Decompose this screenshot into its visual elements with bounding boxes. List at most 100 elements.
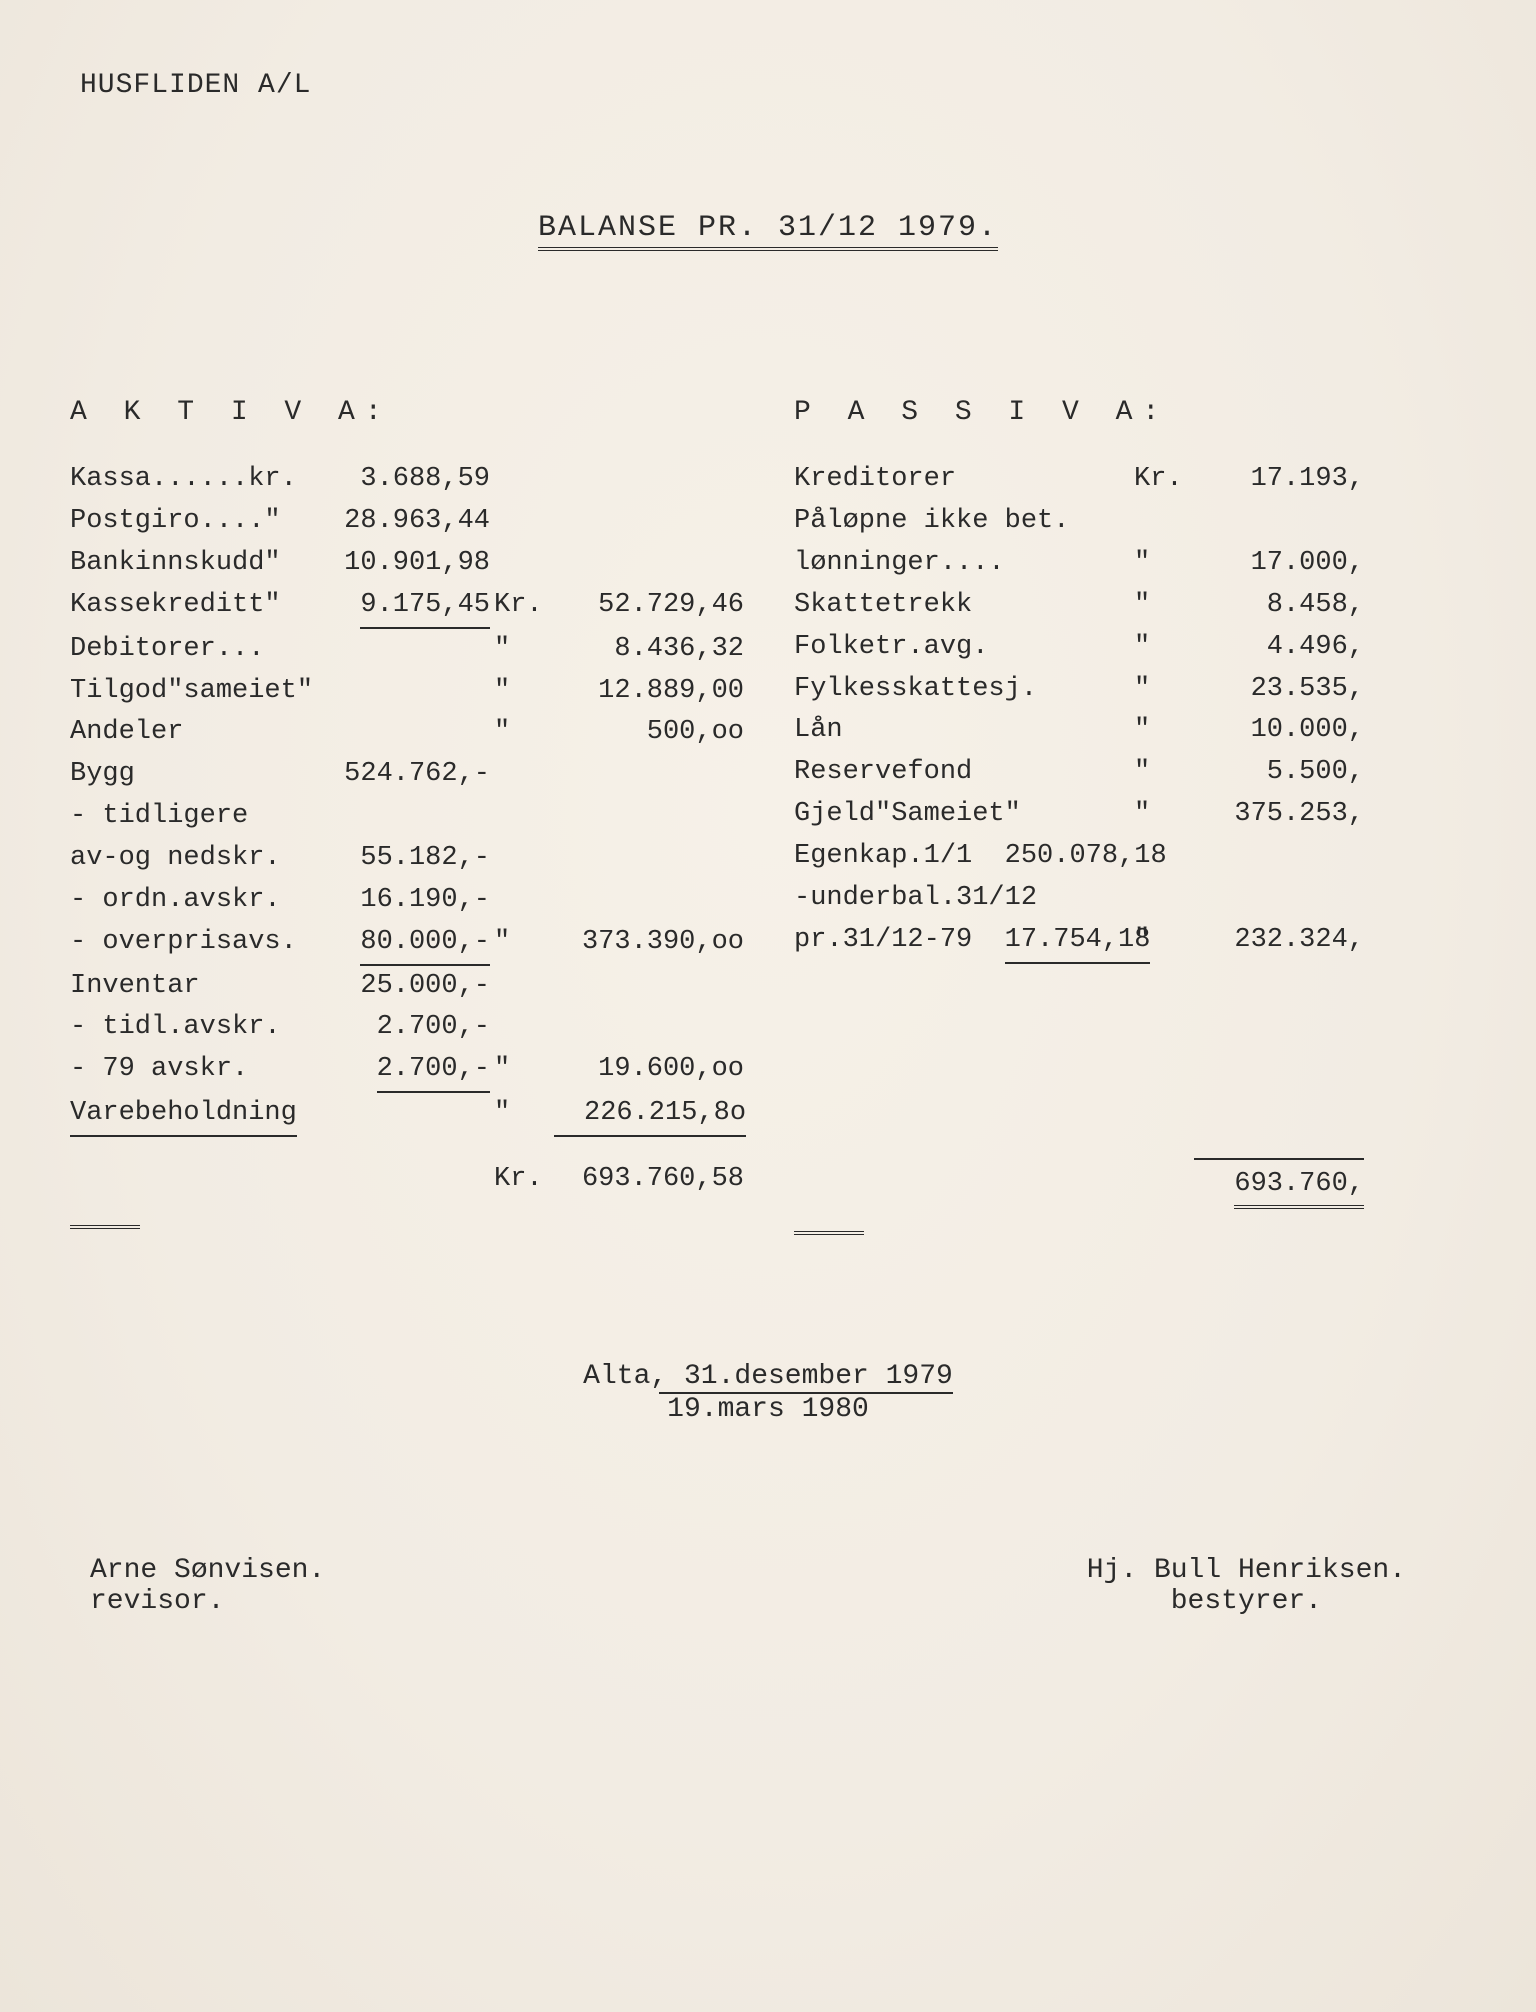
currency: ": [490, 671, 554, 713]
label: Lån: [794, 710, 1134, 752]
subvalue: 28.963,44: [330, 501, 490, 543]
currency: ": [1134, 710, 1194, 752]
place: Alta,: [583, 1361, 667, 1392]
label: Tilgod"sameiet": [70, 671, 330, 713]
passiva-row: -underbal.31/12: [794, 878, 1466, 920]
label: Fylkesskattesj.: [794, 669, 1134, 711]
signer-role: bestyrer.: [1087, 1586, 1406, 1617]
value: 5.500,: [1194, 752, 1364, 794]
passiva-row: Skattetrekk " 8.458,: [794, 585, 1466, 627]
value: 23.535,: [1194, 669, 1364, 711]
aktiva-row: Andeler " 500,oo: [70, 712, 744, 754]
footer-date: Alta, 31.desember 1979 19.mars 1980: [70, 1361, 1466, 1425]
date-line-1: 31.desember 1979: [684, 1361, 953, 1394]
total-value: 693.760,: [1234, 1160, 1364, 1210]
subvalue: 10.901,98: [330, 543, 490, 585]
currency: ": [490, 1093, 554, 1137]
subvalue: 16.190,-: [330, 880, 490, 922]
date-line-2: 19.mars 1980: [659, 1392, 877, 1425]
aktiva-row: - tidligere: [70, 796, 744, 838]
aktiva-row: Kassekreditt" 9.175,45 Kr. 52.729,46: [70, 585, 744, 629]
subvalue: 2.700,-: [377, 1049, 490, 1093]
aktiva-row: Tilgod"sameiet" " 12.889,00: [70, 671, 744, 713]
signature-right: Hj. Bull Henriksen. bestyrer.: [1087, 1555, 1406, 1617]
currency: ": [1134, 585, 1194, 627]
aktiva-row: Debitorer... " 8.436,32: [70, 629, 744, 671]
aktiva-total-row: Kr. 693.760,58: [70, 1159, 744, 1201]
aktiva-row: Bankinnskudd" 10.901,98: [70, 543, 744, 585]
double-rule-icon: [70, 1225, 140, 1229]
passiva-row: Folketr.avg. " 4.496,: [794, 627, 1466, 669]
currency: Kr.: [490, 585, 554, 629]
currency: Kr.: [1134, 459, 1194, 501]
subvalue: 2.700,-: [330, 1007, 490, 1049]
subvalue: 17.754,18: [1005, 920, 1151, 964]
value: 52.729,46: [554, 585, 744, 629]
total-value: 693.760,58: [554, 1159, 744, 1201]
passiva-row: Lån " 10.000,: [794, 710, 1466, 752]
label: -underbal.31/12: [794, 878, 1134, 920]
currency: ": [1134, 543, 1194, 585]
label: Inventar: [70, 966, 330, 1008]
label: Varebeholdning: [70, 1093, 297, 1137]
value: 10.000,: [1194, 710, 1364, 752]
label: Påløpne ikke bet.: [794, 501, 1134, 543]
label: Bygg: [70, 754, 330, 796]
label: Postgiro....": [70, 501, 330, 543]
subvalue: 80.000,-: [360, 922, 490, 966]
currency: ": [1134, 920, 1194, 964]
aktiva-row: Inventar 25.000,-: [70, 966, 744, 1008]
subvalue: 9.175,45: [360, 585, 490, 629]
label: lønninger....: [794, 543, 1134, 585]
value: 375.253,: [1194, 794, 1364, 836]
label: Egenkap.1/1 250.078,18: [794, 836, 1134, 878]
aktiva-row: - 79 avskr. 2.700,- " 19.600,oo: [70, 1049, 744, 1093]
passiva-row: Kreditorer Kr. 17.193,: [794, 459, 1466, 501]
value: 17.193,: [1194, 459, 1364, 501]
aktiva-row: av-og nedskr. 55.182,-: [70, 838, 744, 880]
signatures: Arne Sønvisen. revisor. Hj. Bull Henriks…: [70, 1555, 1466, 1617]
value: 232.324,: [1194, 920, 1364, 964]
currency: ": [1134, 669, 1194, 711]
balance-sheet-page: HUSFLIDEN A/L BALANSE PR. 31/12 1979. A …: [0, 0, 1536, 2012]
passiva-row: Påløpne ikke bet.: [794, 501, 1466, 543]
signer-name: Arne Sønvisen.: [90, 1555, 325, 1586]
value: 17.000,: [1194, 543, 1364, 585]
value: 373.390,oo: [554, 922, 744, 966]
company-name: HUSFLIDEN A/L: [80, 70, 1466, 101]
value: 12.889,00: [554, 671, 744, 713]
signer-role: revisor.: [90, 1586, 325, 1617]
aktiva-row: - ordn.avskr. 16.190,-: [70, 880, 744, 922]
label: Bankinnskudd": [70, 543, 330, 585]
passiva-row: Egenkap.1/1 250.078,18: [794, 836, 1466, 878]
passiva-row: Fylkesskattesj. " 23.535,: [794, 669, 1466, 711]
aktiva-row: Varebeholdning " 226.215,8o: [70, 1093, 744, 1137]
label: - ordn.avskr.: [70, 880, 330, 922]
double-rule-icon: [794, 1231, 864, 1235]
signature-left: Arne Sønvisen. revisor.: [90, 1555, 325, 1617]
currency: Kr.: [490, 1159, 554, 1201]
aktiva-row: - overprisavs. 80.000,- " 373.390,oo: [70, 922, 744, 966]
passiva-row: lønninger.... " 17.000,: [794, 543, 1466, 585]
passiva-heading: P A S S I V A:: [794, 391, 1466, 434]
label: Reservefond: [794, 752, 1134, 794]
label: Kassa......kr.: [70, 459, 330, 501]
aktiva-column: A K T I V A: Kassa......kr. 3.688,59 Pos…: [70, 391, 744, 1251]
subvalue: 524.762,-: [330, 754, 490, 796]
passiva-total-row: 693.760,: [794, 1154, 1466, 1210]
signer-name: Hj. Bull Henriksen.: [1087, 1555, 1406, 1586]
double-rule: [794, 1209, 1466, 1251]
label: av-og nedskr.: [70, 838, 330, 880]
passiva-column: P A S S I V A: Kreditorer Kr. 17.193, På…: [794, 391, 1466, 1251]
label: Skattetrekk: [794, 585, 1134, 627]
label: Gjeld"Sameiet": [794, 794, 1134, 836]
subvalue: 55.182,-: [330, 838, 490, 880]
label: Kreditorer: [794, 459, 1134, 501]
label: - tidligere: [70, 796, 330, 838]
aktiva-row: Kassa......kr. 3.688,59: [70, 459, 744, 501]
value: 4.496,: [1194, 627, 1364, 669]
currency: ": [490, 922, 554, 966]
label: Debitorer...: [70, 629, 330, 671]
value: 8.458,: [1194, 585, 1364, 627]
aktiva-heading: A K T I V A:: [70, 391, 744, 434]
